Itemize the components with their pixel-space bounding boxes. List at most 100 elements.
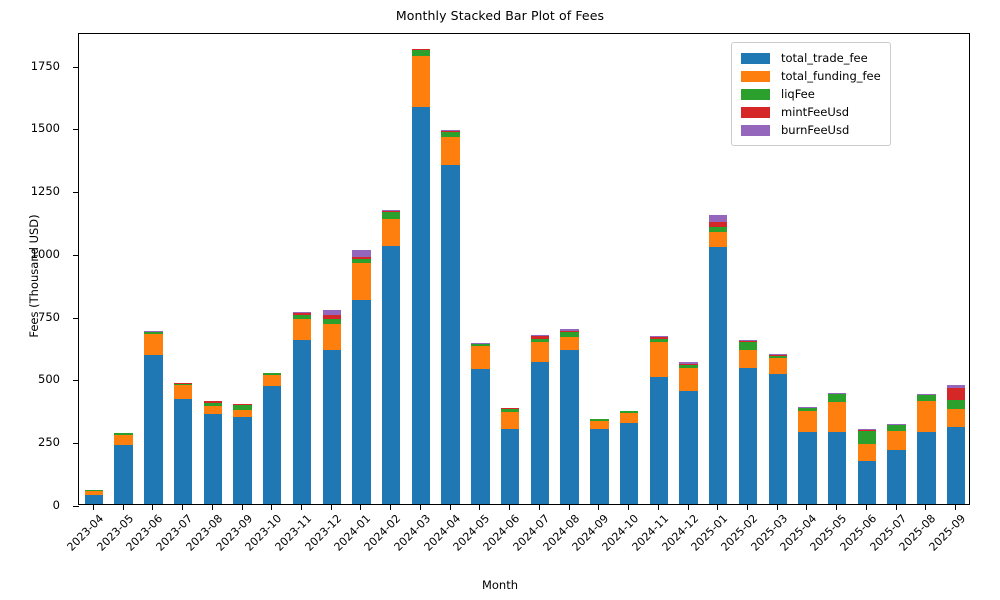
bar-segment-total_funding_fee bbox=[530, 341, 550, 362]
bar-segment-total_funding_fee bbox=[263, 375, 282, 386]
y-tick-label: 1250 bbox=[30, 184, 60, 199]
bar-segment-burnFeeUsd bbox=[827, 393, 847, 394]
bar-segment-liqFee bbox=[411, 49, 431, 57]
legend-item: liqFee bbox=[741, 85, 881, 103]
bar-segment-total_trade_fee bbox=[381, 246, 401, 504]
bar-stack bbox=[292, 312, 312, 504]
bar-segment-liqFee bbox=[292, 314, 312, 320]
bar-segment-liqFee bbox=[798, 408, 817, 411]
bar-segment-mintFeeUsd bbox=[827, 393, 847, 395]
bar-segment-total_trade_fee bbox=[173, 399, 193, 504]
bar-stack bbox=[441, 130, 460, 504]
bar-segment-burnFeeUsd bbox=[887, 424, 906, 425]
bar-stack bbox=[144, 331, 163, 504]
y-tick-label: 500 bbox=[38, 372, 60, 387]
bar-segment-total_funding_fee bbox=[649, 341, 668, 377]
bar-stack bbox=[411, 48, 431, 504]
bar-segment-total_trade_fee bbox=[322, 350, 341, 504]
bar-segment-liqFee bbox=[173, 383, 193, 385]
bar-stack bbox=[709, 214, 728, 504]
bar-stack bbox=[114, 432, 133, 504]
bar-stack bbox=[590, 418, 609, 504]
bar-segment-total_trade_fee bbox=[857, 461, 877, 504]
y-tick-mark bbox=[73, 380, 79, 382]
bar-stack bbox=[738, 339, 758, 504]
x-tick-mark bbox=[360, 505, 362, 510]
bar-segment-burnFeeUsd bbox=[946, 384, 966, 389]
bar-segment-liqFee bbox=[441, 131, 460, 137]
bar-segment-liqFee bbox=[768, 355, 787, 359]
bar-segment-total_funding_fee bbox=[946, 408, 966, 428]
y-tick-label: 1500 bbox=[30, 121, 60, 136]
bar-stack bbox=[768, 354, 787, 504]
bar-stack bbox=[649, 336, 668, 504]
x-tick-mark bbox=[747, 505, 748, 510]
bar-segment-liqFee bbox=[887, 425, 906, 431]
bar-segment-mintFeeUsd bbox=[857, 430, 877, 431]
y-tick-mark bbox=[73, 129, 79, 131]
bar-segment-mintFeeUsd bbox=[500, 408, 520, 410]
bar-segment-total_trade_fee bbox=[917, 431, 936, 504]
bar-segment-liqFee bbox=[500, 409, 520, 413]
chart-title: Monthly Stacked Bar Plot of Fees bbox=[395, 8, 605, 23]
bar-segment-liqFee bbox=[114, 432, 133, 435]
legend-label: total_funding_fee bbox=[781, 69, 881, 83]
bar-segment-mintFeeUsd bbox=[946, 388, 966, 401]
bar-segment-total_funding_fee bbox=[352, 262, 371, 301]
bar-segment-total_trade_fee bbox=[709, 247, 728, 504]
bar-segment-mintFeeUsd bbox=[530, 336, 550, 339]
bar-segment-total_funding_fee bbox=[322, 324, 341, 351]
bar-segment-total_funding_fee bbox=[619, 413, 639, 424]
bar-segment-total_trade_fee bbox=[441, 164, 460, 504]
legend-swatch-icon bbox=[741, 70, 770, 82]
bar-segment-liqFee bbox=[709, 226, 728, 233]
x-tick-mark bbox=[687, 505, 689, 510]
bar-segment-total_funding_fee bbox=[233, 409, 252, 417]
bar-segment-mintFeeUsd bbox=[233, 404, 252, 405]
bar-segment-mintFeeUsd bbox=[887, 424, 906, 426]
bar-segment-total_funding_fee bbox=[84, 490, 104, 495]
x-tick-mark bbox=[955, 505, 957, 510]
bar-segment-liqFee bbox=[738, 342, 758, 351]
bar-segment-total_trade_fee bbox=[946, 427, 966, 504]
bar-segment-mintFeeUsd bbox=[679, 363, 698, 365]
x-tick-mark bbox=[568, 505, 570, 510]
bar-segment-total_funding_fee bbox=[768, 358, 787, 374]
bar-segment-total_funding_fee bbox=[738, 350, 758, 369]
bar-stack bbox=[233, 403, 252, 504]
bar-segment-total_trade_fee bbox=[263, 386, 282, 504]
legend-swatch-icon bbox=[741, 124, 770, 136]
bar-stack bbox=[381, 209, 401, 504]
bar-segment-mintFeeUsd bbox=[292, 313, 312, 315]
bar-segment-mintFeeUsd bbox=[798, 407, 817, 409]
bar-segment-total_trade_fee bbox=[530, 361, 550, 504]
x-tick-mark bbox=[211, 505, 213, 510]
bar-segment-total_trade_fee bbox=[768, 373, 787, 504]
y-tick-mark bbox=[73, 254, 79, 256]
legend-item: burnFeeUsd bbox=[741, 121, 881, 139]
bar-segment-total_funding_fee bbox=[560, 336, 579, 350]
bar-segment-total_funding_fee bbox=[500, 412, 520, 429]
legend-swatch-icon bbox=[741, 52, 770, 64]
bar-segment-total_funding_fee bbox=[590, 421, 609, 430]
bar-segment-mintFeeUsd bbox=[352, 257, 371, 260]
bar-segment-total_funding_fee bbox=[114, 434, 133, 446]
bar-segment-mintFeeUsd bbox=[768, 355, 787, 356]
legend-label: mintFeeUsd bbox=[781, 105, 850, 119]
legend-swatch-icon bbox=[741, 88, 770, 100]
x-tick-mark bbox=[479, 505, 481, 510]
bar-segment-liqFee bbox=[352, 259, 371, 263]
bar-segment-total_trade_fee bbox=[798, 431, 817, 504]
plot-area bbox=[73, 34, 969, 507]
y-tick-label: 0 bbox=[52, 498, 60, 512]
bar-segment-liqFee bbox=[381, 211, 401, 219]
bar-segment-mintFeeUsd bbox=[560, 330, 579, 332]
bar-segment-liqFee bbox=[917, 395, 936, 402]
bar-segment-liqFee bbox=[530, 338, 550, 342]
x-tick-mark bbox=[271, 505, 273, 510]
bar-stack bbox=[203, 400, 222, 504]
x-tick-mark bbox=[301, 505, 302, 510]
bar-segment-total_trade_fee bbox=[352, 300, 371, 504]
bar-segment-total_trade_fee bbox=[114, 445, 133, 504]
bar-segment-total_funding_fee bbox=[798, 410, 817, 432]
